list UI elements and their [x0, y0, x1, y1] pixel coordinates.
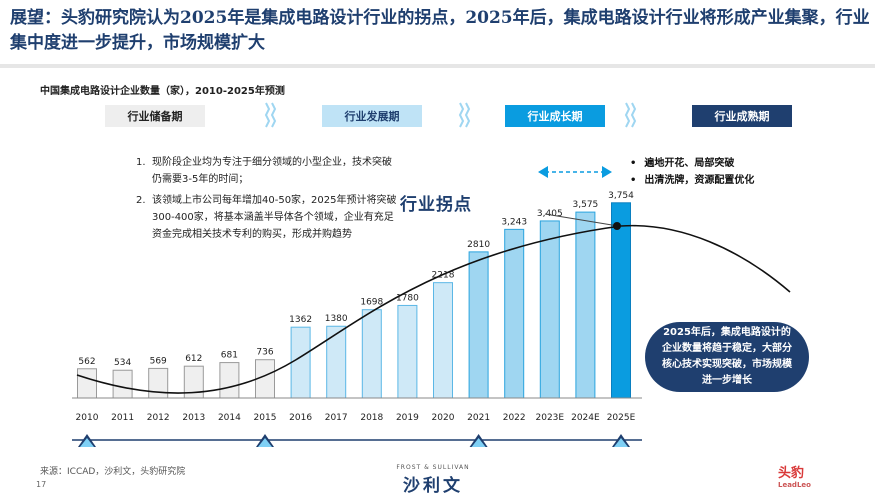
- x-tick-label-2021: 2021: [467, 413, 490, 423]
- logo-big-text: 沙利文: [403, 476, 463, 496]
- timeline-marker-2010: [78, 434, 96, 447]
- logo-small-text: FROST & SULLIVAN: [396, 464, 470, 471]
- source-note: 来源：ICCAD，沙利文，头豹研究院: [40, 467, 186, 477]
- bar-2017: [326, 325, 347, 399]
- bar-2025E: [611, 202, 631, 399]
- separator-2b: [464, 102, 471, 128]
- separator-3: [624, 102, 631, 128]
- value-labels: 562 534 569 612 681 736 1362 1380 1698 1780 2218 28…: [78, 191, 634, 368]
- frost-sullivan-logo: FROST & SULLIVAN 沙利文: [378, 464, 488, 496]
- timeline-marker-2025E: [612, 434, 630, 447]
- phase-separators: [264, 102, 637, 128]
- x-tick-label-2023E: 2023E: [536, 413, 565, 423]
- x-tick-label-2012: 2012: [147, 413, 170, 423]
- x-tick-label-2025E: 2025E: [607, 413, 636, 423]
- timeline-markers: [78, 434, 630, 447]
- summary-bubble: 2025年后，集成电路设计的企业数量将趋于稳定，大部分核心技术实现突破，市场规模…: [645, 322, 809, 392]
- bar-2024E: [575, 211, 596, 399]
- phase-growth: 行业成长期: [505, 105, 605, 127]
- x-tick-label-2010: 2010: [76, 413, 99, 423]
- timeline-marker-2021: [469, 434, 488, 447]
- x-tick-label-2022: 2022: [503, 413, 526, 423]
- x-tick-label-2015: 2015: [254, 413, 277, 423]
- note-number: 1.: [136, 157, 146, 168]
- separator-1: [264, 102, 271, 128]
- inflection-dot: [613, 222, 621, 230]
- bar-2021: [468, 251, 489, 399]
- value-label-2019: 1780: [396, 293, 419, 303]
- summary-text: 2025年后，集成电路设计的企业数量将趋于稳定，大部分核心技术实现突破，市场规模…: [662, 327, 792, 386]
- bar-2016: [290, 326, 311, 399]
- x-tick-label-2019: 2019: [396, 413, 419, 423]
- inflection-label: 行业拐点: [400, 195, 472, 215]
- chart-title: 中国集成电路设计企业数量（家），2010-2025年预测: [40, 86, 285, 97]
- value-label-2022: 3,243: [501, 217, 527, 227]
- value-label-2012: 569: [150, 356, 167, 366]
- value-label-2023E: 3,405: [537, 209, 563, 219]
- x-tick-label-2017: 2017: [325, 413, 348, 423]
- value-label-2013: 612: [185, 354, 202, 364]
- x-tick-labels: 2010 2011 2012 2013 2014 2015 2016 2017 2018 2019…: [76, 413, 636, 423]
- value-label-2024E: 3,575: [573, 200, 599, 210]
- note-text: 该领域上市公司每年增加40-50家，2025年预计将突破300-400家，将基本…: [152, 195, 397, 240]
- bullet-text: 遍地开花、局部突破: [644, 158, 735, 169]
- header: 展望：头豹研究院认为2025年是集成电路设计行业的拐点，2025年后，集成电路设…: [0, 0, 875, 62]
- bullet-item: • 出清洗牌，资源配置优化: [630, 172, 754, 189]
- value-label-2010: 562: [78, 357, 95, 367]
- value-label-2020: 2218: [432, 271, 455, 281]
- separator-2: [458, 102, 465, 128]
- x-tick-label-2016: 2016: [289, 413, 312, 423]
- separator-1b: [270, 102, 277, 128]
- x-tick-label-2011: 2011: [111, 413, 134, 423]
- page-number: 17: [36, 480, 47, 489]
- note-item: 1. 现阶段企业均为专注于细分领域的小型企业，技术突破仍需要3-5年的时间；: [136, 154, 398, 188]
- note-item: 2. 该领域上市公司每年增加40-50家，2025年预计将突破300-400家，…: [136, 192, 398, 243]
- note-number: 2.: [136, 195, 146, 206]
- bar-2018: [361, 309, 382, 399]
- bullet-item: • 遍地开花、局部突破: [630, 155, 754, 172]
- notes: 1. 现阶段企业均为专注于细分领域的小型企业，技术突破仍需要3-5年的时间； 2…: [136, 154, 398, 247]
- trend-curve: [76, 224, 791, 394]
- bar-2010: [77, 368, 97, 399]
- header-divider: [0, 64, 875, 68]
- x-tick-label-2020: 2020: [432, 413, 455, 423]
- phase-reserve: 行业储备期: [105, 105, 205, 127]
- value-label-2011: 534: [114, 358, 131, 368]
- leadleo-logo: 头豹 LeadLeo: [778, 462, 811, 489]
- separator-3b: [630, 102, 637, 128]
- bullet-text: 出清洗牌，资源配置优化: [644, 175, 755, 186]
- bar-2023E: [539, 220, 560, 399]
- bullet-dot-icon: •: [630, 175, 637, 186]
- phase-mature: 行业成熟期: [692, 105, 792, 127]
- value-label-2015: 736: [256, 348, 273, 358]
- bar-2020: [433, 282, 453, 399]
- note-text: 现阶段企业均为专注于细分领域的小型企业，技术突破仍需要3-5年的时间；: [152, 157, 392, 185]
- phase-development: 行业发展期: [322, 105, 422, 127]
- value-label-2014: 681: [221, 351, 238, 361]
- bar-2022: [504, 228, 525, 399]
- page-title: 展望：头豹研究院认为2025年是集成电路设计行业的拐点，2025年后，集成电路设…: [10, 8, 870, 53]
- mature-bullets: • 遍地开花、局部突破 • 出清洗牌，资源配置优化: [630, 155, 754, 189]
- bullet-dot-icon: •: [630, 158, 637, 169]
- logo-subtext: LeadLeo: [778, 481, 811, 489]
- bar-2014: [219, 362, 240, 399]
- bar-2011: [112, 369, 133, 399]
- x-tick-label-2014: 2014: [218, 413, 241, 423]
- value-label-2017: 1380: [325, 314, 348, 324]
- dashed-arrow: [538, 166, 612, 178]
- value-label-2021: 2810: [467, 240, 490, 250]
- timeline-marker-2015: [256, 434, 274, 447]
- value-label-2018: 1698: [360, 298, 383, 308]
- x-tick-label-2024E: 2024E: [571, 413, 600, 423]
- inflection-pointer: [544, 213, 619, 227]
- bar-2012: [148, 367, 169, 399]
- value-label-2025E: 3,754: [608, 191, 634, 201]
- bar-2019: [397, 304, 418, 399]
- x-tick-label-2018: 2018: [360, 413, 383, 423]
- logo-text: 头豹: [778, 466, 805, 481]
- value-label-2016: 1362: [289, 315, 312, 325]
- x-tick-label-2013: 2013: [182, 413, 205, 423]
